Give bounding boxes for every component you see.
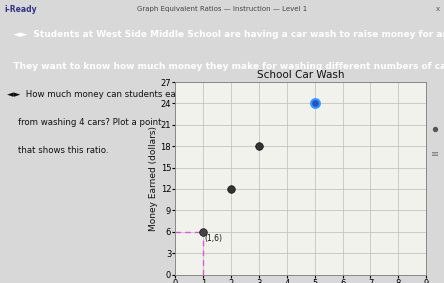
Text: (1,6): (1,6) [205, 234, 222, 243]
Point [255, 144, 262, 149]
Text: Graph Equivalent Ratios — Instruction — Level 1: Graph Equivalent Ratios — Instruction — … [137, 6, 307, 12]
Point [311, 101, 318, 106]
Point [200, 230, 207, 234]
Text: i-Ready: i-Ready [4, 5, 37, 14]
Text: ≡: ≡ [431, 149, 439, 159]
Text: They want to know how much money they make for washing different numbers of cars: They want to know how much money they ma… [4, 62, 444, 71]
Point [228, 187, 235, 191]
Text: ◄►  How much money can students earn: ◄► How much money can students earn [7, 89, 184, 98]
Text: ◄►  Students at West Side Middle School are having a car wash to raise money for: ◄► Students at West Side Middle School a… [4, 30, 444, 39]
Text: from washing 4 cars? Plot a point: from washing 4 cars? Plot a point [7, 117, 161, 127]
Y-axis label: Money Earned (dollars): Money Earned (dollars) [149, 126, 158, 231]
Text: that shows this ratio.: that shows this ratio. [7, 145, 108, 155]
Title: School Car Wash: School Car Wash [257, 70, 345, 80]
Text: x: x [436, 6, 440, 12]
